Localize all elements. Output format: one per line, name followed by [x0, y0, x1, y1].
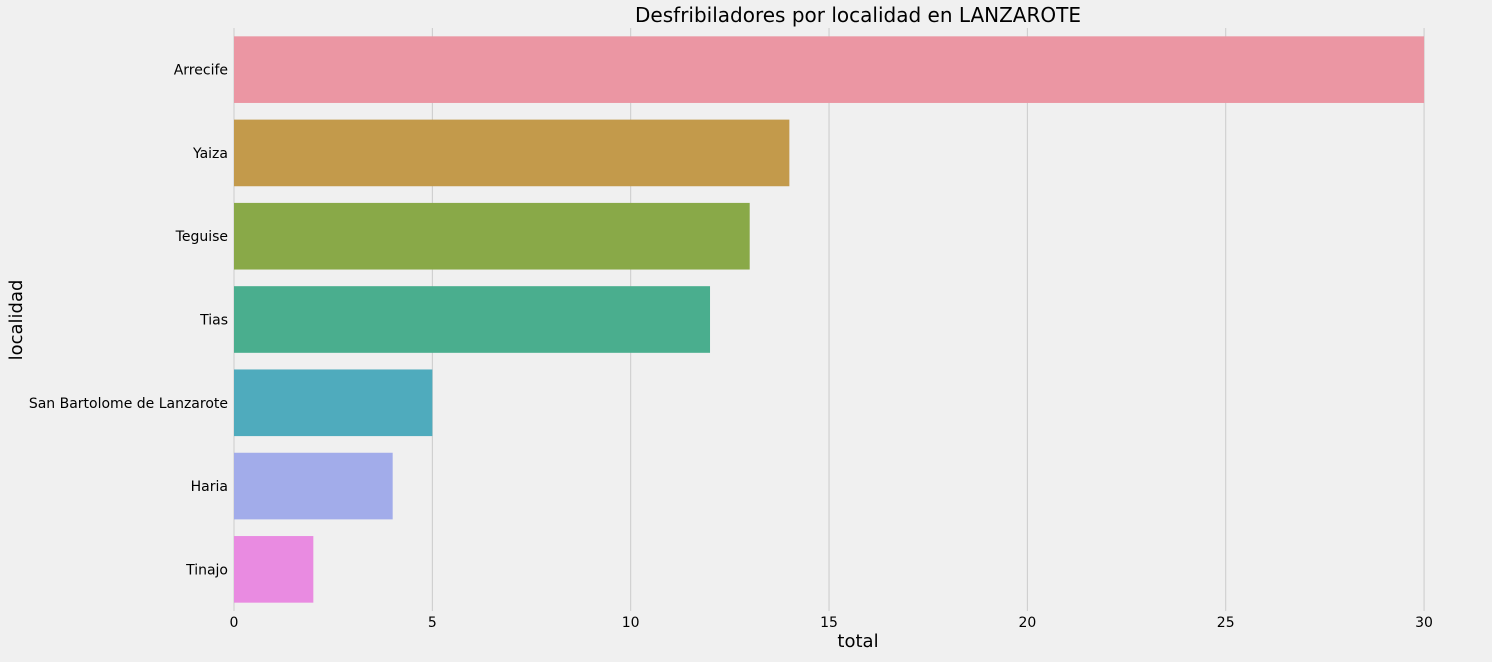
x-tick-label: 30: [1415, 615, 1433, 631]
bar: [234, 369, 433, 437]
y-axis-label: localidad: [6, 280, 27, 361]
bar: [234, 536, 314, 603]
bar: [234, 452, 393, 520]
x-tick-label: 0: [230, 615, 239, 631]
y-tick-labels: Arrecife Yaiza Teguise Tias San Bartolome de…: [29, 63, 228, 579]
y-tick-label: Tinajo: [185, 562, 228, 578]
y-tick-label: San Bartolome de Lanzarote: [29, 396, 228, 412]
x-tick-label: 5: [428, 615, 437, 631]
x-tick-label: 10: [622, 615, 640, 631]
bar: [234, 202, 750, 270]
x-tick-label: 25: [1217, 615, 1235, 631]
bar: [234, 36, 1425, 103]
y-tick-label: Teguise: [175, 229, 228, 245]
x-axis-label: total: [837, 631, 878, 652]
bar: [234, 119, 790, 187]
bars: [234, 36, 1425, 603]
x-tick-label: 20: [1018, 615, 1036, 631]
chart-title: Desfribiladores por localidad en LANZARO…: [635, 3, 1081, 27]
x-tick-labels: 0 5 10 15 20 25 30: [230, 615, 1433, 631]
y-tick-label: Haria: [191, 479, 228, 495]
x-tick-label: 15: [820, 615, 838, 631]
bar: [234, 286, 711, 353]
y-tick-label: Tias: [199, 313, 228, 329]
y-tick-label: Yaiza: [192, 146, 228, 162]
y-tick-label: Arrecife: [174, 63, 228, 79]
